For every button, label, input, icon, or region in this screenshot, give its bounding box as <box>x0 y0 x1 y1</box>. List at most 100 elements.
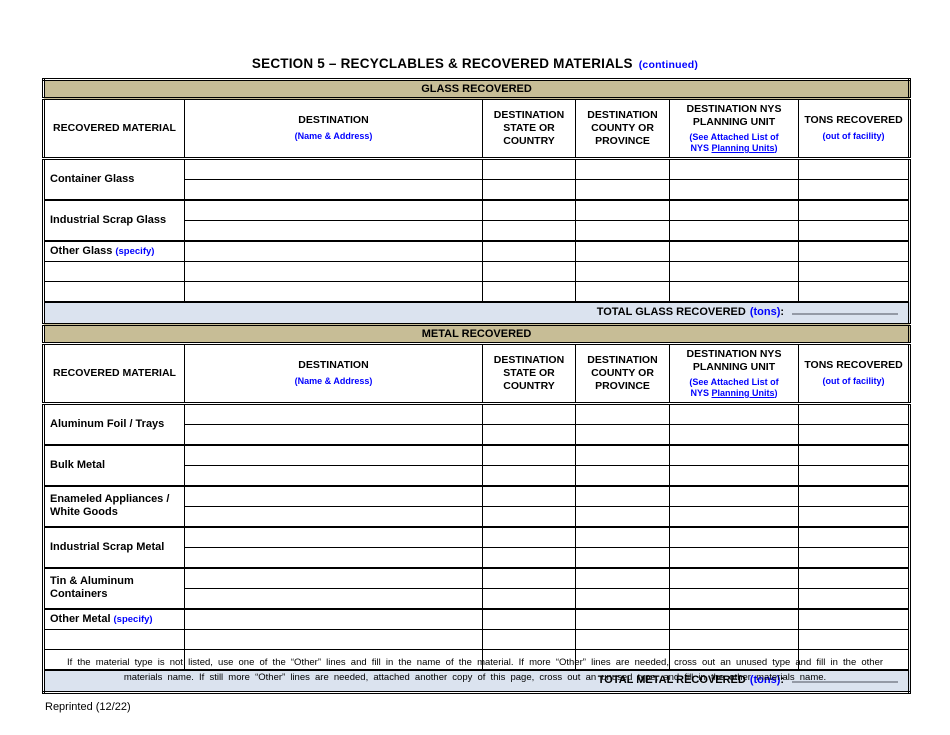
state-input-cell[interactable] <box>482 525 576 548</box>
planning-unit-input-cell[interactable] <box>669 484 799 507</box>
state-input-cell[interactable] <box>482 628 576 650</box>
state-input-cell[interactable] <box>482 198 576 221</box>
destination-input-cell[interactable] <box>184 280 483 303</box>
county-input-cell[interactable] <box>575 443 670 466</box>
total-metal-input-line[interactable] <box>792 678 899 684</box>
destination-input-cell[interactable] <box>184 566 483 589</box>
state-input-cell[interactable] <box>482 607 576 630</box>
county-input-cell[interactable] <box>575 607 670 630</box>
destination-input-cell[interactable] <box>184 239 483 262</box>
state-input-cell[interactable] <box>482 484 576 507</box>
other-material-input-cell[interactable] <box>43 280 185 303</box>
state-input-cell[interactable] <box>482 178 576 201</box>
tons-input-cell[interactable] <box>797 566 911 589</box>
destination-input-cell[interactable] <box>184 178 483 201</box>
county-input-cell[interactable] <box>575 239 670 262</box>
destination-input-cell[interactable] <box>184 443 483 466</box>
tons-input-cell[interactable] <box>797 402 911 425</box>
destination-input-cell[interactable] <box>184 402 483 425</box>
destination-input-cell[interactable] <box>184 464 483 487</box>
county-input-cell[interactable] <box>575 219 670 242</box>
planning-unit-input-cell[interactable] <box>669 443 799 466</box>
state-input-cell[interactable] <box>482 239 576 262</box>
tons-input-cell[interactable] <box>797 546 911 569</box>
planning-unit-input-cell[interactable] <box>669 587 799 610</box>
state-input-cell[interactable] <box>482 443 576 466</box>
destination-input-cell[interactable] <box>184 587 483 610</box>
tons-input-cell[interactable] <box>797 464 911 487</box>
planning-unit-input-cell[interactable] <box>669 607 799 630</box>
destination-input-cell[interactable] <box>184 198 483 221</box>
planning-unit-input-cell[interactable] <box>669 566 799 589</box>
tons-input-cell[interactable] <box>797 219 911 242</box>
state-input-cell[interactable] <box>482 566 576 589</box>
state-input-cell[interactable] <box>482 546 576 569</box>
tons-input-cell[interactable] <box>797 484 911 507</box>
county-input-cell[interactable] <box>575 402 670 425</box>
destination-input-cell[interactable] <box>184 525 483 548</box>
state-input-cell[interactable] <box>482 157 576 180</box>
state-input-cell[interactable] <box>482 280 576 303</box>
tons-input-cell[interactable] <box>797 607 911 630</box>
county-input-cell[interactable] <box>575 157 670 180</box>
state-input-cell[interactable] <box>482 402 576 425</box>
state-input-cell[interactable] <box>482 423 576 446</box>
planning-unit-input-cell[interactable] <box>669 178 799 201</box>
destination-input-cell[interactable] <box>184 260 483 282</box>
county-input-cell[interactable] <box>575 587 670 610</box>
planning-unit-input-cell[interactable] <box>669 280 799 303</box>
other-material-input-cell[interactable] <box>43 628 185 650</box>
planning-unit-input-cell[interactable] <box>669 546 799 569</box>
destination-input-cell[interactable] <box>184 484 483 507</box>
county-input-cell[interactable] <box>575 464 670 487</box>
planning-units-link[interactable]: Planning Units <box>711 143 775 154</box>
tons-input-cell[interactable] <box>797 423 911 446</box>
planning-unit-input-cell[interactable] <box>669 505 799 528</box>
planning-unit-input-cell[interactable] <box>669 525 799 548</box>
destination-input-cell[interactable] <box>184 423 483 446</box>
destination-input-cell[interactable] <box>184 607 483 630</box>
county-input-cell[interactable] <box>575 628 670 650</box>
planning-unit-input-cell[interactable] <box>669 402 799 425</box>
tons-input-cell[interactable] <box>797 157 911 180</box>
state-input-cell[interactable] <box>482 260 576 282</box>
county-input-cell[interactable] <box>575 260 670 282</box>
destination-input-cell[interactable] <box>184 219 483 242</box>
tons-input-cell[interactable] <box>797 525 911 548</box>
planning-unit-input-cell[interactable] <box>669 628 799 650</box>
destination-input-cell[interactable] <box>184 546 483 569</box>
destination-input-cell[interactable] <box>184 505 483 528</box>
destination-input-cell[interactable] <box>184 157 483 180</box>
county-input-cell[interactable] <box>575 566 670 589</box>
planning-unit-input-cell[interactable] <box>669 219 799 242</box>
destination-input-cell[interactable] <box>184 628 483 650</box>
county-input-cell[interactable] <box>575 198 670 221</box>
state-input-cell[interactable] <box>482 464 576 487</box>
tons-input-cell[interactable] <box>797 628 911 650</box>
tons-input-cell[interactable] <box>797 505 911 528</box>
total-glass-input-line[interactable] <box>792 310 899 316</box>
tons-input-cell[interactable] <box>797 198 911 221</box>
state-input-cell[interactable] <box>482 587 576 610</box>
county-input-cell[interactable] <box>575 484 670 507</box>
county-input-cell[interactable] <box>575 525 670 548</box>
planning-unit-input-cell[interactable] <box>669 157 799 180</box>
tons-input-cell[interactable] <box>797 443 911 466</box>
tons-input-cell[interactable] <box>797 178 911 201</box>
tons-input-cell[interactable] <box>797 239 911 262</box>
planning-unit-input-cell[interactable] <box>669 423 799 446</box>
county-input-cell[interactable] <box>575 423 670 446</box>
state-input-cell[interactable] <box>482 219 576 242</box>
planning-unit-input-cell[interactable] <box>669 198 799 221</box>
planning-units-link[interactable]: Planning Units <box>711 387 775 398</box>
planning-unit-input-cell[interactable] <box>669 260 799 282</box>
county-input-cell[interactable] <box>575 178 670 201</box>
tons-input-cell[interactable] <box>797 260 911 282</box>
tons-input-cell[interactable] <box>797 280 911 303</box>
other-material-input-cell[interactable] <box>43 260 185 282</box>
county-input-cell[interactable] <box>575 505 670 528</box>
county-input-cell[interactable] <box>575 546 670 569</box>
planning-unit-input-cell[interactable] <box>669 464 799 487</box>
planning-unit-input-cell[interactable] <box>669 239 799 262</box>
county-input-cell[interactable] <box>575 280 670 303</box>
